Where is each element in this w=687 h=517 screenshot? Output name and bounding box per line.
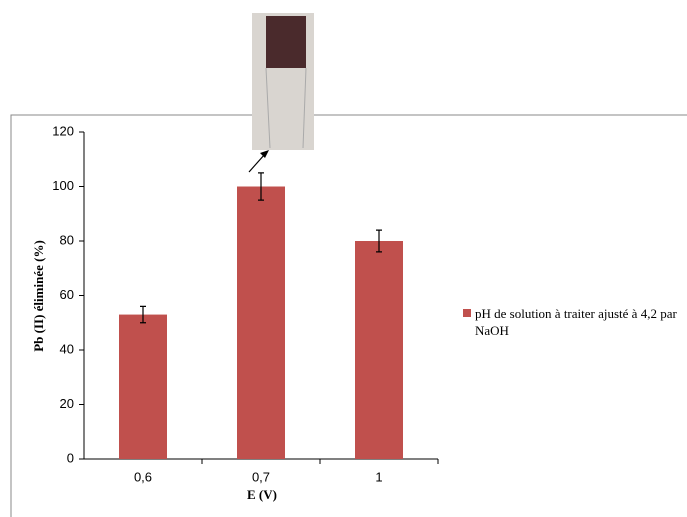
inset-photo [252,13,314,150]
arrow-head [260,150,269,158]
y-tick-label: 40 [60,341,74,356]
y-tick-label: 20 [60,396,74,411]
x-tick-label: 0,7 [252,469,270,484]
legend-label: pH de solution à traiter ajusté à 4,2 pa… [475,306,677,338]
arrow [248,153,266,173]
error-bar [258,172,264,201]
error-bar [376,229,382,253]
x-tick-label: 0,6 [134,469,152,484]
chart-frame [10,114,687,517]
bar [119,314,167,459]
x-axis-label: E (V) [247,487,277,502]
y-tick-label: 80 [60,232,74,247]
bar [237,186,285,459]
y-tick-label: 120 [52,123,74,138]
y-axis-label: Pb (II) éliminée (%) [31,240,46,352]
y-tick-label: 0 [67,450,74,465]
y-tick-label: 100 [52,178,74,193]
error-bar [140,305,146,324]
y-tick-label: 60 [60,287,74,302]
legend-swatch [463,309,471,317]
bar [355,241,403,459]
x-tick-label: 1 [375,469,382,484]
